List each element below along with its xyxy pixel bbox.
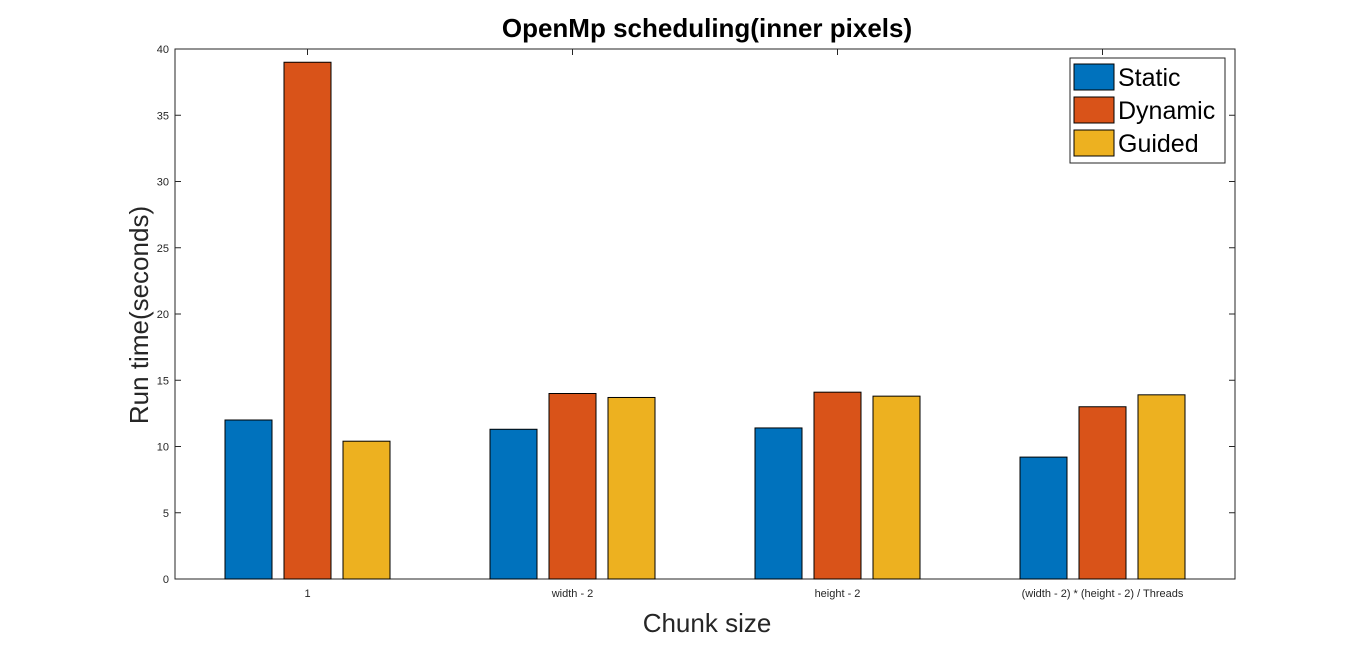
y-tick-label: 35: [157, 110, 169, 122]
legend: Static Dynamic Guided: [1069, 57, 1226, 164]
x-tick-label: 1: [304, 588, 310, 600]
y-tick-label: 20: [157, 309, 169, 321]
bar-guided-3: [872, 395, 921, 580]
legend-label-static: Static: [1118, 64, 1181, 92]
y-tick-label: 40: [157, 44, 169, 56]
y-tick-label: 25: [157, 243, 169, 255]
bar-guided-1: [342, 440, 391, 580]
x-axis-title: Chunk size: [643, 608, 772, 638]
y-tick-label: 15: [157, 375, 169, 387]
bar-dynamic-1: [283, 61, 332, 580]
x-tick-label: height - 2: [815, 588, 861, 600]
bar-guided-2: [607, 396, 656, 580]
legend-swatch-static: [1073, 63, 1115, 91]
y-axis-title: Run time(seconds): [124, 206, 154, 424]
legend-label-dynamic: Dynamic: [1118, 97, 1215, 125]
bar-static-3: [754, 427, 803, 580]
chart-title: OpenMp scheduling(inner pixels): [502, 13, 912, 43]
y-tick-label: 30: [157, 177, 169, 189]
y-tick-label: 5: [163, 508, 169, 520]
bar-guided-4: [1137, 394, 1186, 580]
plot-area: 0 5 10 15 20 25 30 35 40 1 width - 2 height - 2 (wid…: [157, 44, 1236, 600]
y-tick-label: 0: [163, 574, 169, 586]
x-tick-label: (width - 2) * (height - 2) / Threads: [1022, 588, 1184, 600]
legend-swatch-dynamic: [1073, 96, 1115, 124]
bar-dynamic-3: [813, 391, 862, 580]
y-tick-label: 10: [157, 442, 169, 454]
bar-dynamic-2: [548, 393, 597, 580]
bar-dynamic-4: [1078, 406, 1127, 580]
legend-swatch-guided: [1073, 129, 1115, 157]
bar-static-1: [224, 419, 273, 580]
bar-static-4: [1019, 456, 1068, 580]
bar-static-2: [489, 428, 538, 580]
legend-label-guided: Guided: [1118, 130, 1199, 158]
x-tick-label: width - 2: [551, 588, 594, 600]
